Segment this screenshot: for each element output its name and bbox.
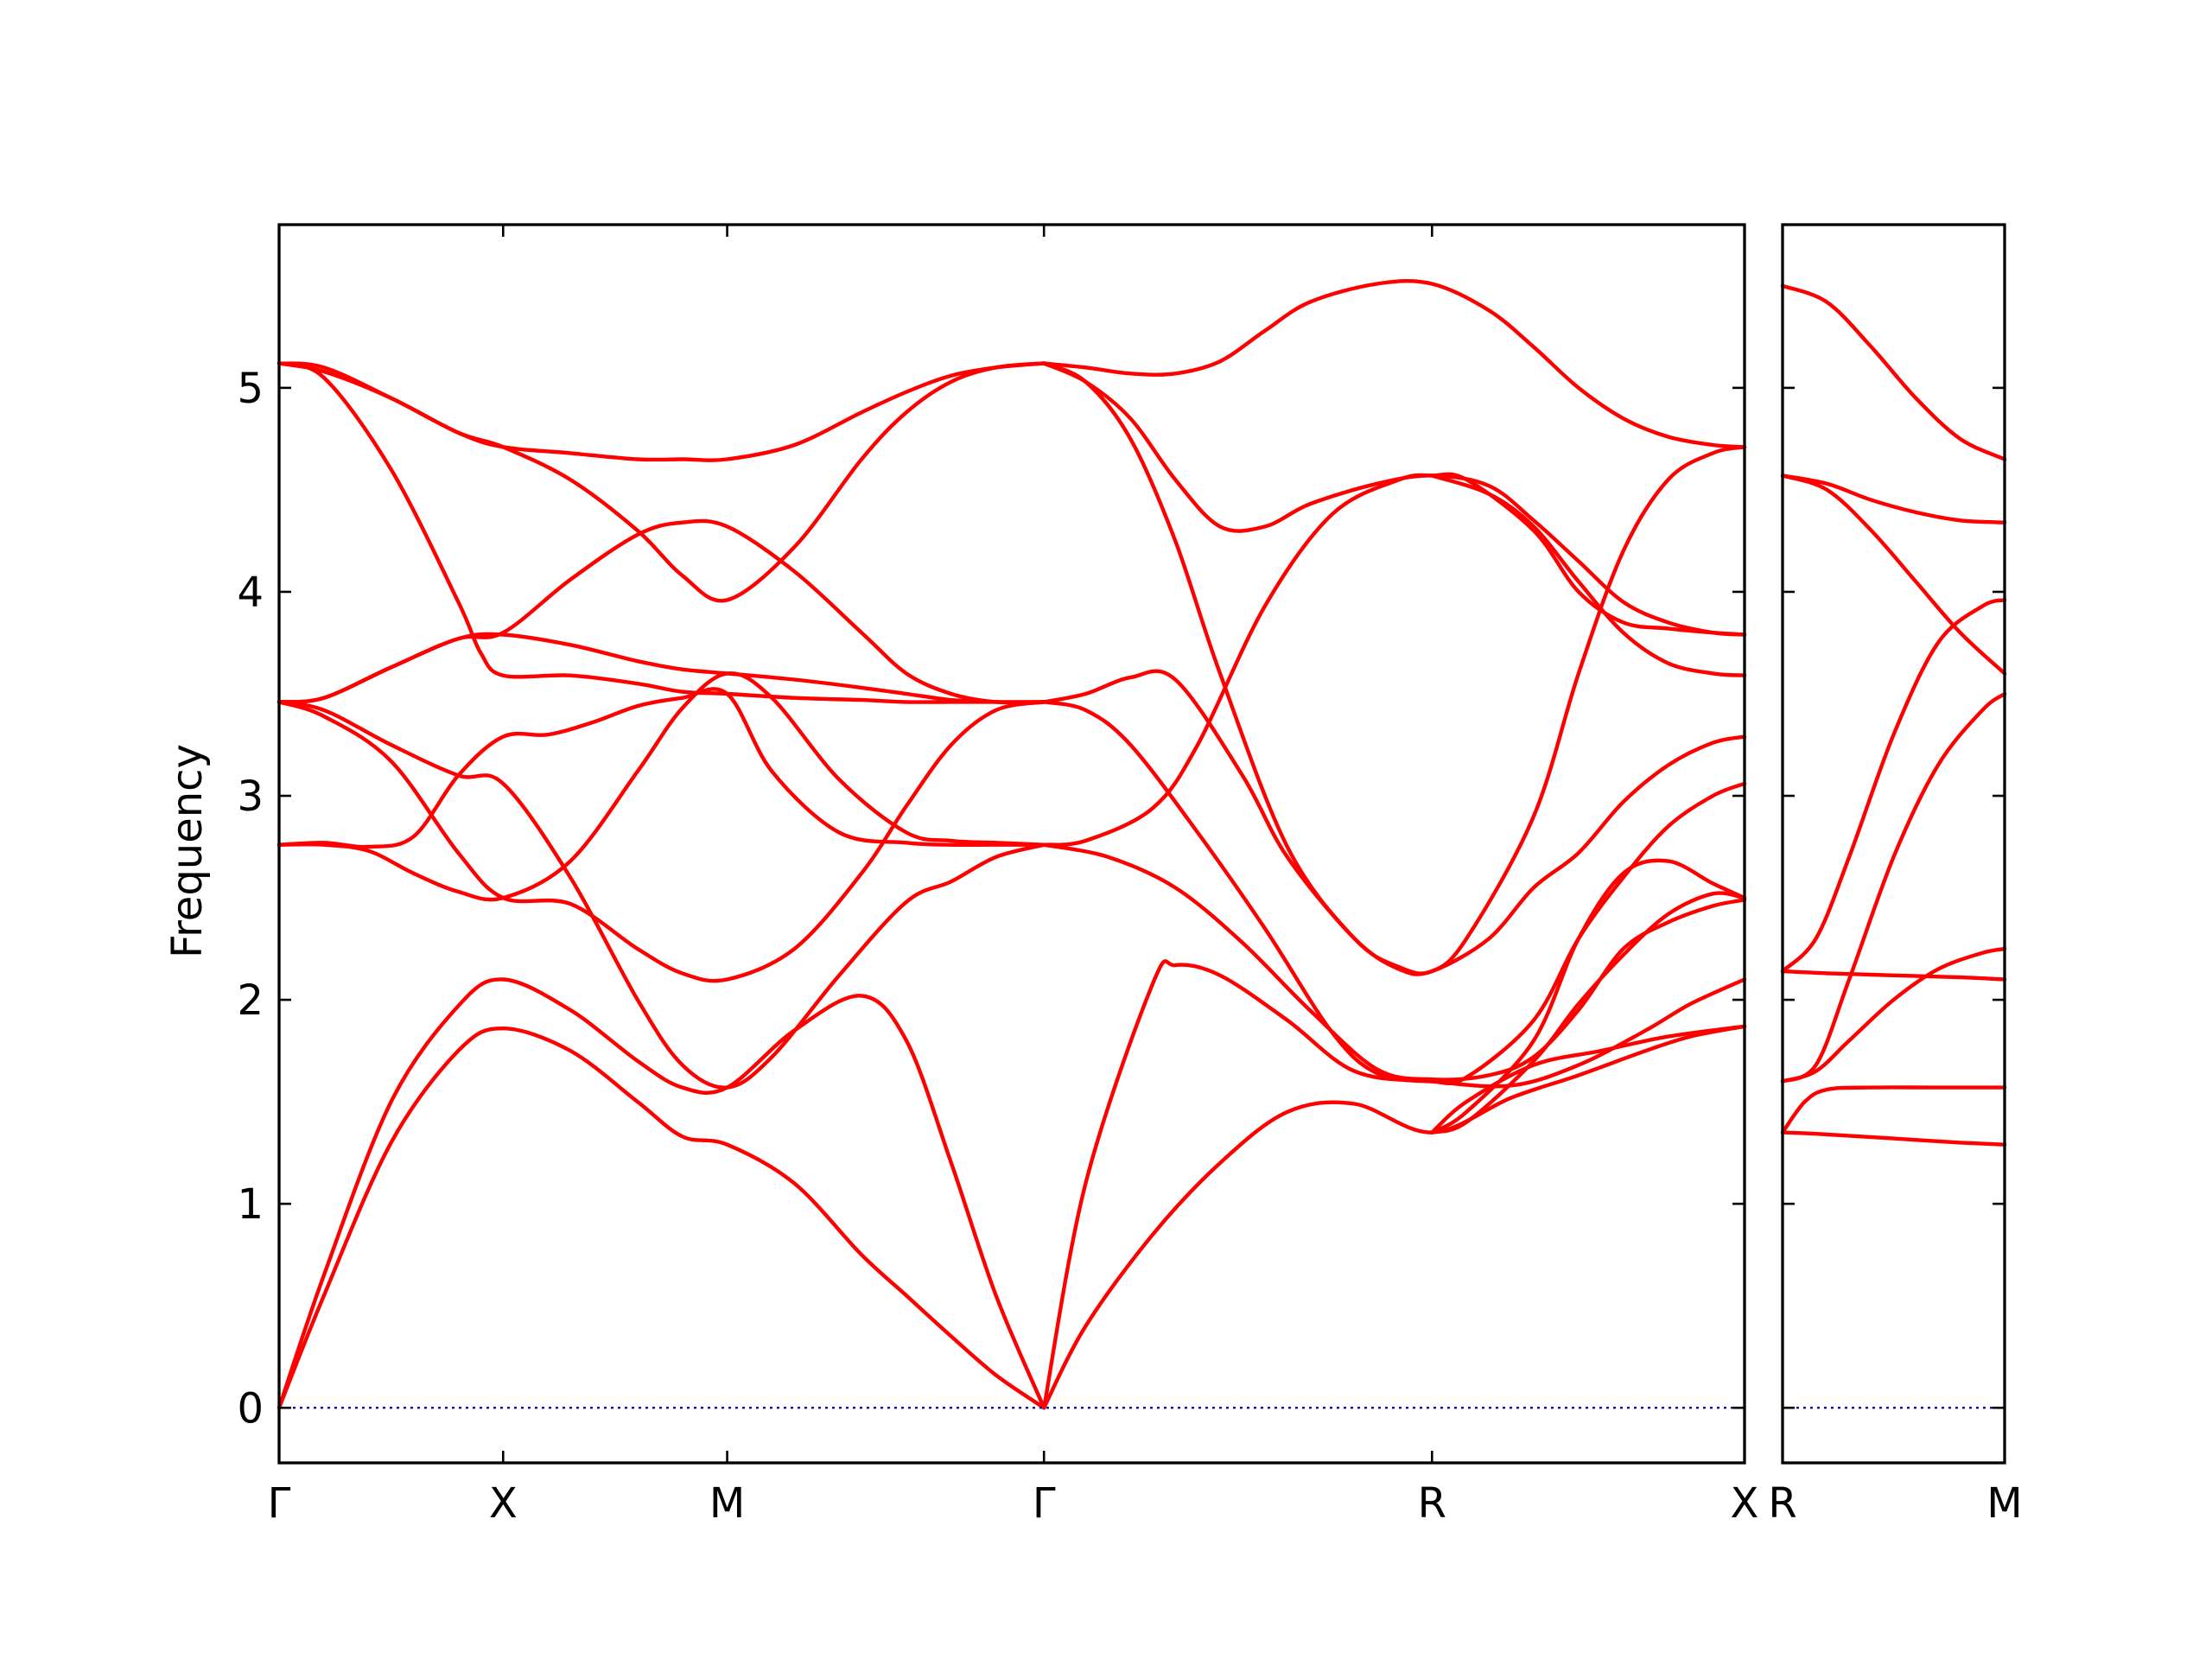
main-band-17 (1042, 669, 1747, 976)
main-band-15 (1042, 700, 1747, 1086)
right-band-8 (1780, 1085, 2007, 1135)
right-x-tick-label-1: M (1986, 1479, 2022, 1528)
right-band-6 (1780, 969, 2007, 982)
main-band-18 (1042, 278, 1747, 449)
right-band-4 (1780, 598, 2007, 974)
main-band-14 (1042, 842, 1747, 1082)
main-x-tick-label-1: X (489, 1479, 518, 1528)
main-band-4 (276, 671, 1046, 902)
main-band-1 (276, 1027, 1046, 1410)
main-band-11 (276, 518, 1046, 705)
right-band-5 (1780, 691, 2007, 1084)
main-panel-y-ticks: 0 1 2 3 4 5 (237, 365, 1745, 1433)
main-band-20 (1042, 361, 1747, 976)
y-tick-label-0: 0 (237, 1384, 264, 1433)
main-x-tick-label-4: R (1418, 1479, 1446, 1528)
main-band-8 (276, 361, 1046, 704)
main-x-tick-label-0: Γ (268, 1479, 291, 1528)
main-band-6 (276, 700, 1046, 983)
right-band-2 (1780, 474, 2007, 524)
main-x-tick-label-5: X (1731, 1479, 1759, 1528)
main-band-21 (1430, 474, 1747, 677)
y-axis-label: Frequency (163, 744, 212, 958)
main-panel: 0 1 2 3 4 5 Γ X M Γ R X (237, 223, 1759, 1528)
right-panel-frame (1781, 223, 2006, 1465)
main-band-12 (1042, 1024, 1747, 1410)
y-tick-label-5: 5 (237, 365, 264, 413)
right-band-3 (1780, 474, 2007, 676)
main-panel-bands (276, 278, 1747, 1410)
right-panel-y-ticks (1783, 386, 2005, 1409)
main-band-5 (276, 700, 1046, 1090)
main-band-23 (1430, 858, 1747, 1135)
y-tick-label-4: 4 (237, 569, 264, 617)
main-band-13 (1042, 959, 1747, 1410)
y-tick-label-2: 2 (237, 976, 264, 1025)
main-band-3 (276, 687, 1046, 849)
y-tick-label-1: 1 (237, 1180, 264, 1229)
main-panel-frame (277, 223, 1746, 1465)
right-x-tick-label-0: R (1768, 1479, 1796, 1528)
right-band-9 (1780, 1130, 2007, 1147)
main-band-24 (1430, 1024, 1747, 1135)
main-band-19 (1042, 361, 1747, 637)
right-band-1 (1780, 283, 2007, 461)
main-x-tick-label-3: Γ (1033, 1479, 1056, 1528)
main-x-tick-label-2: M (709, 1479, 745, 1528)
main-band-2 (276, 977, 1046, 1410)
main-band-22 (1430, 891, 1747, 1135)
right-band-7 (1780, 946, 2007, 1084)
main-band-10 (276, 361, 1046, 462)
right-panel-bands (1780, 283, 2007, 1147)
y-tick-label-3: 3 (237, 772, 264, 821)
